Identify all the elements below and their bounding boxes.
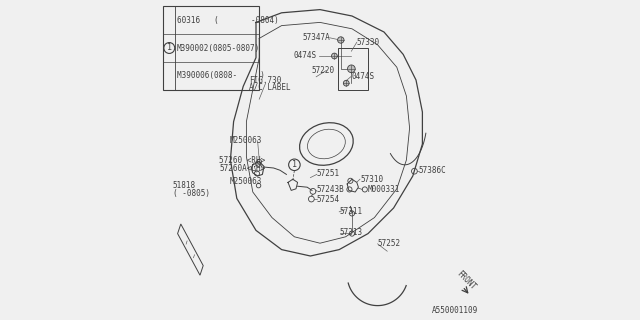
- Text: 57386C: 57386C: [419, 166, 446, 175]
- Bar: [163, 6, 259, 90]
- Text: 57313: 57313: [340, 228, 363, 237]
- Text: M000331: M000331: [367, 185, 400, 194]
- Text: 57220: 57220: [312, 66, 335, 75]
- Text: 57251: 57251: [317, 169, 340, 178]
- Bar: [338, 48, 368, 90]
- Text: 57347A: 57347A: [302, 33, 330, 42]
- Text: M250063: M250063: [230, 177, 262, 186]
- Text: A550001109: A550001109: [432, 306, 479, 315]
- Text: 60316   (       -0804): 60316 ( -0804): [177, 16, 278, 25]
- Text: 0474S: 0474S: [294, 51, 317, 60]
- Text: 51818: 51818: [173, 181, 196, 190]
- Text: 57260 <RH>: 57260 <RH>: [219, 156, 266, 165]
- Text: ( -0805): ( -0805): [173, 189, 210, 198]
- Circle shape: [338, 37, 344, 43]
- Text: M390002(0805-0807): M390002(0805-0807): [177, 44, 260, 52]
- Text: 57260A<LH>: 57260A<LH>: [219, 164, 266, 173]
- Text: 57330: 57330: [357, 38, 380, 47]
- Text: FIG.730: FIG.730: [249, 76, 281, 85]
- Text: 57254: 57254: [317, 195, 340, 204]
- Circle shape: [344, 80, 349, 86]
- Text: 0474S: 0474S: [351, 72, 374, 81]
- Text: M390006(0808-     ): M390006(0808- ): [177, 71, 265, 80]
- Text: 1: 1: [167, 44, 172, 52]
- Text: M250063: M250063: [230, 136, 262, 145]
- Circle shape: [348, 65, 355, 73]
- Text: 57311: 57311: [339, 207, 362, 216]
- Text: 57252: 57252: [378, 239, 401, 248]
- Circle shape: [332, 53, 337, 59]
- Text: 57310: 57310: [360, 175, 383, 184]
- Text: A/C LABEL: A/C LABEL: [249, 83, 291, 92]
- Text: FRONT: FRONT: [454, 269, 477, 291]
- Text: 57243B: 57243B: [317, 185, 344, 194]
- Text: 1: 1: [292, 160, 297, 169]
